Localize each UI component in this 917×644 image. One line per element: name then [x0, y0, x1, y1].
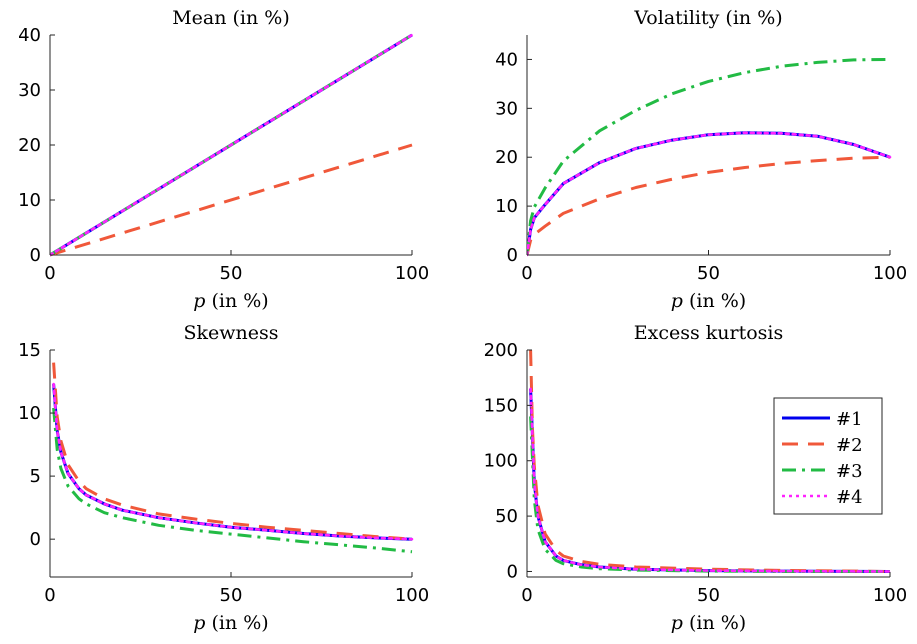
series-line-4: [50, 33, 414, 257]
x-axis-label-variable: p: [671, 290, 683, 312]
y-tick-label: 40: [495, 49, 518, 70]
series-line-3: [527, 57, 891, 256]
x-tick-label: 50: [697, 585, 720, 606]
y-tick-label: 100: [484, 451, 518, 472]
y-tick-label: 10: [18, 190, 41, 211]
x-axis-label: p (in %): [671, 290, 746, 312]
x-axis-label: p (in %): [193, 290, 268, 312]
chart-title: Mean (in %): [172, 7, 290, 29]
chart-panel-2: 0 50 100 0 10 20 30 40 Volatility (in %) p (in %): [495, 7, 907, 312]
chart-title: Excess kurtosis: [634, 322, 784, 344]
y-tick-label: 10: [18, 403, 41, 424]
series-line-2: [52, 362, 413, 541]
y-tick-label: 0: [30, 245, 41, 266]
series-line-4: [527, 131, 892, 257]
series-line-3: [529, 416, 890, 573]
legend-label-4: #4: [836, 487, 863, 508]
y-tick-label: 30: [495, 98, 518, 119]
series-line-4: [52, 382, 414, 541]
x-tick-label: 0: [521, 585, 532, 606]
x-axis-label: p (in %): [193, 612, 268, 634]
chart-panel-1: 0 50 100 0 10 20 30 40 Mean (in %) p (in %): [18, 7, 429, 312]
y-tick-label: 150: [484, 395, 518, 416]
y-tick-label: 20: [18, 135, 41, 156]
chart-title: Skewness: [183, 322, 278, 344]
y-tick-label: 0: [30, 529, 41, 550]
chart-panel-3: 0 50 100 0 5 10 15 Skewness p (in %): [18, 322, 429, 634]
y-tick-label: 5: [30, 466, 41, 487]
legend-label-2: #2: [836, 435, 863, 456]
legend: #1 #2 #3 #4: [773, 397, 883, 515]
x-tick-label: 0: [44, 585, 55, 606]
y-tick-label: 40: [18, 25, 41, 46]
x-tick-label: 50: [697, 263, 720, 284]
x-axis-label-units: (in %): [205, 290, 268, 312]
legend-label-1: #1: [836, 409, 863, 430]
chart-panel-4: 0 50 100 0 50 100 150 200 Excess kurtosis p (in %…: [484, 322, 908, 634]
y-tick-label: 30: [18, 80, 41, 101]
x-axis-label: p (in %): [671, 612, 746, 634]
y-tick-label: 15: [18, 340, 41, 361]
chart-title: Volatility (in %): [633, 7, 782, 29]
x-tick-label: 100: [395, 585, 429, 606]
y-tick-label: 200: [484, 340, 518, 361]
y-tick-label: 20: [495, 147, 518, 168]
x-tick-label: 100: [873, 263, 907, 284]
x-axis-label-variable: p: [193, 290, 205, 312]
legend-label-3: #3: [836, 461, 863, 482]
series-line-3: [52, 407, 413, 554]
y-tick-label: 50: [495, 506, 518, 527]
series-line-1: [52, 383, 413, 541]
series-line-4: [529, 387, 892, 573]
y-tick-label: 0: [507, 245, 518, 266]
y-tick-label: 10: [495, 196, 518, 217]
series-line-2: [527, 155, 891, 256]
x-tick-label: 100: [395, 263, 429, 284]
x-axis-label-units: (in %): [683, 290, 746, 312]
x-axis-label-variable: p: [671, 612, 683, 634]
y-tick-label: 0: [507, 561, 518, 582]
x-tick-label: 100: [873, 585, 907, 606]
x-tick-label: 50: [220, 263, 243, 284]
series-line-2: [50, 143, 413, 257]
x-axis-label-units: (in %): [205, 612, 268, 634]
x-axis-label-variable: p: [193, 612, 205, 634]
series-line-1: [527, 131, 891, 256]
x-tick-label: 0: [44, 263, 55, 284]
x-tick-label: 50: [220, 585, 243, 606]
x-tick-label: 0: [521, 263, 532, 284]
x-axis-label-units: (in %): [683, 612, 746, 634]
